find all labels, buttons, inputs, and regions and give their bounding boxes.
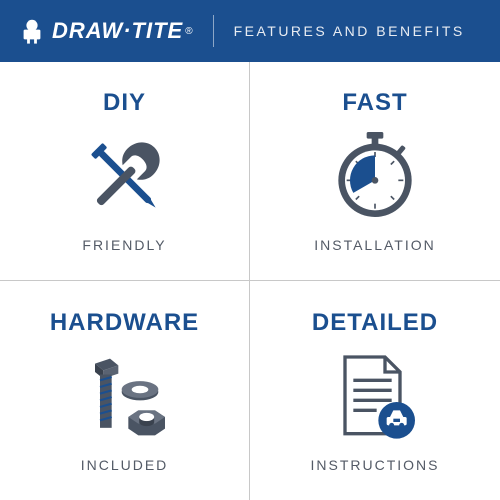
brand-logo: DRAW·TITE ® bbox=[18, 17, 193, 45]
feature-hardware: HARDWARE bbox=[0, 281, 250, 500]
feature-title: DETAILED bbox=[312, 309, 438, 337]
feature-caption: FRIENDLY bbox=[82, 237, 166, 253]
stopwatch-icon bbox=[320, 127, 430, 227]
feature-detailed: DETAILED INSTRUCTIONS bbox=[250, 281, 500, 500]
tools-icon bbox=[70, 127, 180, 227]
document-icon bbox=[320, 347, 430, 447]
feature-caption: INSTALLATION bbox=[314, 237, 436, 253]
header-subtitle: FEATURES AND BENEFITS bbox=[234, 23, 465, 39]
feature-diy: DIY FRIENDLY bbox=[0, 62, 250, 281]
feature-title: DIY bbox=[103, 89, 146, 117]
feature-fast: FAST bbox=[250, 62, 500, 281]
brand-name: DRAW·TITE bbox=[52, 18, 183, 44]
hardware-icon bbox=[70, 347, 180, 447]
feature-caption: INSTRUCTIONS bbox=[311, 457, 440, 473]
header-bar: DRAW·TITE ® FEATURES AND BENEFITS bbox=[0, 0, 500, 62]
features-grid: DIY FRIENDLY FAST bbox=[0, 62, 500, 500]
feature-title: HARDWARE bbox=[50, 309, 199, 337]
header-divider bbox=[213, 15, 214, 47]
feature-caption: INCLUDED bbox=[81, 457, 169, 473]
feature-title: FAST bbox=[342, 89, 407, 117]
registered-mark: ® bbox=[185, 26, 192, 37]
hitch-ball-icon bbox=[18, 17, 46, 45]
